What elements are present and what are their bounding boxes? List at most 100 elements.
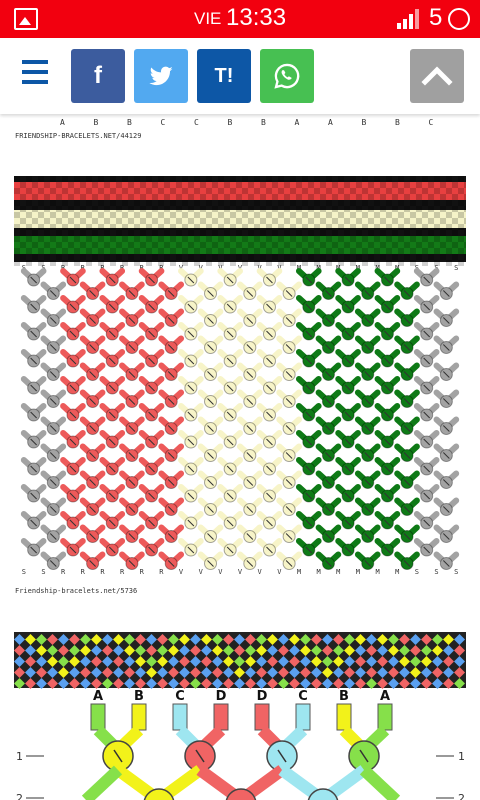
pattern3-cell bbox=[47, 634, 58, 645]
pattern3-cell bbox=[113, 634, 124, 645]
pattern3-cell bbox=[135, 645, 146, 656]
string-letter-bottom: V bbox=[218, 568, 223, 576]
string-letter-top: V bbox=[218, 264, 223, 272]
knot-arrow bbox=[108, 330, 116, 338]
knot-arrow bbox=[187, 357, 195, 365]
string-letter-bottom: V bbox=[179, 568, 184, 576]
pattern3-cell bbox=[421, 656, 432, 667]
knot-arrow bbox=[325, 290, 332, 297]
knot-arrow bbox=[49, 506, 57, 513]
string-letter: A bbox=[380, 689, 390, 704]
pattern3-cell bbox=[146, 678, 157, 689]
knot-arrow bbox=[128, 290, 136, 297]
knot-arrow bbox=[207, 560, 214, 567]
string-letter-top: S bbox=[22, 264, 26, 272]
string-letter: B bbox=[261, 118, 266, 127]
pattern3-cell bbox=[14, 678, 25, 689]
knot-arrow bbox=[30, 546, 38, 554]
pattern3-cell bbox=[388, 656, 399, 667]
string-letter-top: S bbox=[454, 264, 458, 272]
knot bbox=[307, 788, 339, 800]
string-letter-bottom: V bbox=[238, 568, 243, 576]
string-strand bbox=[90, 703, 106, 731]
knot-arrow bbox=[128, 344, 136, 351]
article-content: A B B C C B B A A B B C FRIENDSHIP-BRACELETS.NET/44… bbox=[0, 114, 480, 800]
knot-arrow bbox=[364, 452, 372, 459]
pattern3-cell bbox=[245, 667, 256, 678]
pattern3-cell bbox=[157, 667, 168, 678]
knot-arrow bbox=[305, 546, 313, 554]
knot-arrow bbox=[69, 546, 77, 554]
knot-arrow bbox=[442, 452, 450, 459]
knot-arrow bbox=[89, 371, 96, 378]
scroll-to-top-button[interactable] bbox=[410, 49, 464, 103]
knot-arrow bbox=[89, 506, 96, 513]
pattern3-cell bbox=[311, 678, 322, 689]
string-letter-bottom: S bbox=[454, 568, 458, 576]
pattern3-cell bbox=[69, 678, 80, 689]
knot-arrow bbox=[49, 317, 57, 324]
string-letter: B bbox=[227, 118, 233, 127]
row-label-right: 2 bbox=[458, 792, 465, 800]
pattern3-cell bbox=[377, 678, 388, 689]
pattern3-cell bbox=[234, 634, 245, 645]
knot-arrow bbox=[364, 290, 372, 297]
string-letter-bottom: V bbox=[199, 568, 204, 576]
pattern3-cell bbox=[278, 634, 289, 645]
knot-arrow bbox=[148, 303, 155, 311]
knot-arrow bbox=[128, 452, 136, 459]
pattern3-cell bbox=[168, 656, 179, 667]
knot-arrow bbox=[30, 303, 38, 311]
string-letter: A bbox=[328, 118, 333, 127]
pattern3-cell bbox=[278, 645, 289, 656]
whatsapp-icon bbox=[274, 63, 300, 89]
twitter-share-button[interactable] bbox=[134, 49, 188, 103]
pattern3-cell bbox=[113, 678, 124, 689]
string-letter: C bbox=[175, 689, 185, 704]
pattern3-cell bbox=[223, 645, 234, 656]
pattern3-cell bbox=[36, 645, 47, 656]
facebook-share-button[interactable]: f bbox=[71, 49, 125, 103]
pattern3-cell bbox=[267, 667, 278, 678]
knot-arrow bbox=[384, 546, 391, 554]
knot-arrow bbox=[89, 425, 96, 432]
pattern3-cell bbox=[399, 634, 410, 645]
pattern3-cell bbox=[124, 634, 135, 645]
pattern3-cell bbox=[25, 667, 36, 678]
pattern3-cell bbox=[135, 634, 146, 645]
knot-arrow bbox=[344, 276, 352, 284]
pattern3-cell bbox=[36, 634, 47, 645]
knot-arrow bbox=[325, 398, 332, 405]
knot-arrow bbox=[207, 290, 214, 297]
knot-arrow bbox=[128, 560, 136, 567]
status-day: VIE bbox=[194, 9, 222, 28]
string-letter-bottom: M bbox=[336, 568, 340, 576]
knot-arrow bbox=[167, 317, 175, 324]
string-letter-bottom: R bbox=[61, 568, 66, 576]
pattern3-cell bbox=[36, 656, 47, 667]
knot-arrow bbox=[344, 492, 352, 500]
string-letter-top: V bbox=[258, 264, 263, 272]
knot-arrow bbox=[266, 438, 273, 446]
pattern3-cell bbox=[80, 678, 91, 689]
string-letter-bottom: M bbox=[316, 568, 320, 576]
knot-arrow bbox=[226, 411, 234, 419]
knot-arrow bbox=[403, 452, 411, 459]
pattern3-cell bbox=[168, 634, 179, 645]
pattern3-cell bbox=[157, 656, 168, 667]
knot-arrow bbox=[30, 438, 38, 446]
knot-arrow bbox=[49, 371, 57, 378]
whatsapp-share-button[interactable] bbox=[260, 49, 314, 103]
knot-arrow bbox=[187, 492, 195, 500]
pattern3-cell bbox=[377, 667, 388, 678]
knot-arrow bbox=[89, 344, 96, 351]
tuenti-share-button[interactable]: T! bbox=[197, 49, 251, 103]
knot-arrow bbox=[364, 533, 372, 540]
knot-arrow bbox=[226, 303, 234, 311]
knot-arrow bbox=[384, 411, 391, 419]
string-letter: B bbox=[93, 118, 99, 127]
hamburger-menu-icon[interactable] bbox=[22, 60, 48, 84]
pattern3-cell bbox=[223, 667, 234, 678]
pattern3-cell bbox=[234, 645, 245, 656]
pattern3-cell bbox=[355, 645, 366, 656]
